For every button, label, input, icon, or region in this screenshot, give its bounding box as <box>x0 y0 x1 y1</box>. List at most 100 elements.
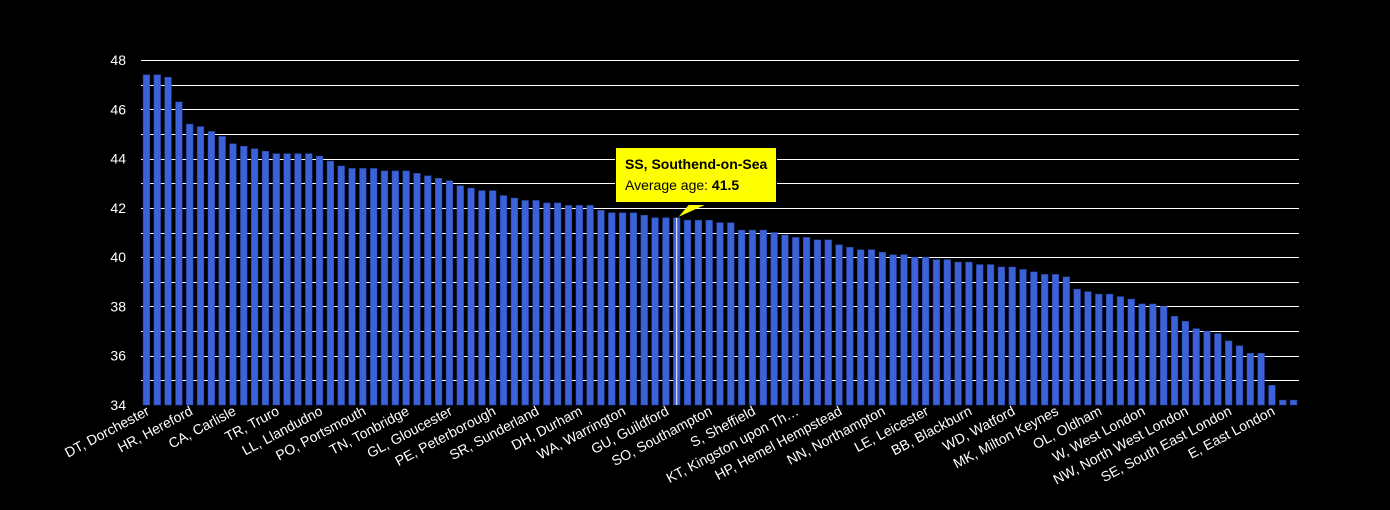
bar[interactable] <box>965 261 973 406</box>
bar[interactable] <box>748 229 757 406</box>
bar[interactable] <box>229 143 237 406</box>
bar[interactable] <box>770 232 778 406</box>
bar[interactable] <box>954 261 962 406</box>
bar[interactable] <box>1214 333 1222 406</box>
bar[interactable] <box>272 153 280 406</box>
bar[interactable] <box>1160 306 1168 406</box>
bar[interactable] <box>618 212 627 406</box>
bar[interactable] <box>1095 293 1103 406</box>
bar[interactable] <box>683 219 692 406</box>
bar[interactable] <box>337 165 345 406</box>
bar[interactable] <box>499 195 508 406</box>
bar[interactable] <box>207 131 215 406</box>
bar[interactable] <box>1030 271 1038 406</box>
bar[interactable] <box>510 197 518 406</box>
bar[interactable] <box>1149 303 1157 406</box>
bar[interactable] <box>1246 353 1254 406</box>
bar[interactable] <box>251 148 259 406</box>
bar[interactable] <box>1041 274 1049 406</box>
bar[interactable] <box>175 101 183 406</box>
bar[interactable] <box>283 153 291 406</box>
bar[interactable] <box>359 168 367 406</box>
bar[interactable] <box>413 173 421 406</box>
bar[interactable] <box>402 170 410 406</box>
bar[interactable] <box>1225 340 1233 406</box>
bar[interactable] <box>867 249 876 406</box>
bar[interactable] <box>781 234 789 406</box>
bar[interactable] <box>662 217 670 406</box>
bar[interactable] <box>597 210 605 406</box>
bar[interactable] <box>986 264 995 406</box>
bar[interactable] <box>261 150 270 406</box>
bar[interactable] <box>1127 298 1135 406</box>
bar[interactable] <box>629 212 638 406</box>
bar[interactable] <box>1073 288 1081 406</box>
bar[interactable] <box>1181 320 1189 406</box>
bar[interactable] <box>727 222 735 406</box>
bar[interactable] <box>846 247 854 406</box>
bar[interactable] <box>240 146 248 406</box>
bar[interactable] <box>1008 266 1016 406</box>
bar[interactable] <box>824 239 832 406</box>
bar[interactable] <box>380 170 389 406</box>
bar[interactable] <box>932 259 941 406</box>
bar[interactable] <box>922 256 930 406</box>
bar[interactable] <box>575 205 583 406</box>
bar[interactable] <box>521 200 529 406</box>
bar[interactable] <box>813 239 822 406</box>
bar[interactable] <box>1235 345 1244 406</box>
bar[interactable] <box>1289 399 1298 406</box>
bar[interactable] <box>478 190 486 406</box>
bar[interactable] <box>1279 399 1287 406</box>
bar[interactable] <box>489 190 497 406</box>
bar[interactable] <box>218 136 226 406</box>
bar[interactable] <box>1084 291 1092 406</box>
bar[interactable] <box>1116 296 1125 406</box>
bar[interactable] <box>1019 269 1027 406</box>
bar[interactable] <box>976 264 984 406</box>
bar[interactable] <box>1106 293 1114 406</box>
bar[interactable] <box>370 168 378 406</box>
bar[interactable] <box>878 251 886 406</box>
bar[interactable] <box>857 249 865 406</box>
bar[interactable] <box>792 237 800 406</box>
bar[interactable] <box>1051 274 1060 406</box>
bar[interactable] <box>153 74 161 406</box>
bar[interactable] <box>435 178 443 406</box>
bar[interactable] <box>997 266 1005 406</box>
bar[interactable] <box>196 126 205 406</box>
bar[interactable] <box>1257 353 1265 406</box>
bar[interactable] <box>759 229 767 406</box>
bar[interactable] <box>694 219 702 406</box>
bar[interactable] <box>1203 330 1211 406</box>
bar[interactable] <box>1138 303 1146 406</box>
bar[interactable] <box>456 185 464 406</box>
bar[interactable] <box>326 160 335 406</box>
bar[interactable] <box>900 254 908 406</box>
bar[interactable] <box>586 205 594 406</box>
bar[interactable] <box>911 256 919 406</box>
bar[interactable] <box>889 254 897 406</box>
bar[interactable] <box>802 237 811 406</box>
bar[interactable] <box>164 77 172 406</box>
bar[interactable] <box>445 180 454 406</box>
bar[interactable] <box>315 155 324 406</box>
bar[interactable] <box>1170 316 1179 406</box>
bar[interactable] <box>467 187 475 406</box>
bar[interactable] <box>294 153 302 406</box>
bar[interactable] <box>640 215 648 406</box>
bar[interactable] <box>943 259 951 406</box>
bar[interactable] <box>532 200 540 406</box>
bar[interactable] <box>738 229 746 406</box>
bar[interactable] <box>1192 328 1200 406</box>
bar[interactable] <box>554 202 562 406</box>
bar[interactable] <box>564 205 573 406</box>
bar[interactable] <box>1062 276 1070 406</box>
bar[interactable] <box>424 175 432 406</box>
bar[interactable] <box>186 123 194 406</box>
bar[interactable] <box>716 222 724 406</box>
bar[interactable] <box>1268 385 1276 406</box>
bar[interactable] <box>651 217 659 406</box>
bar[interactable] <box>835 244 843 406</box>
bar[interactable] <box>348 168 356 406</box>
